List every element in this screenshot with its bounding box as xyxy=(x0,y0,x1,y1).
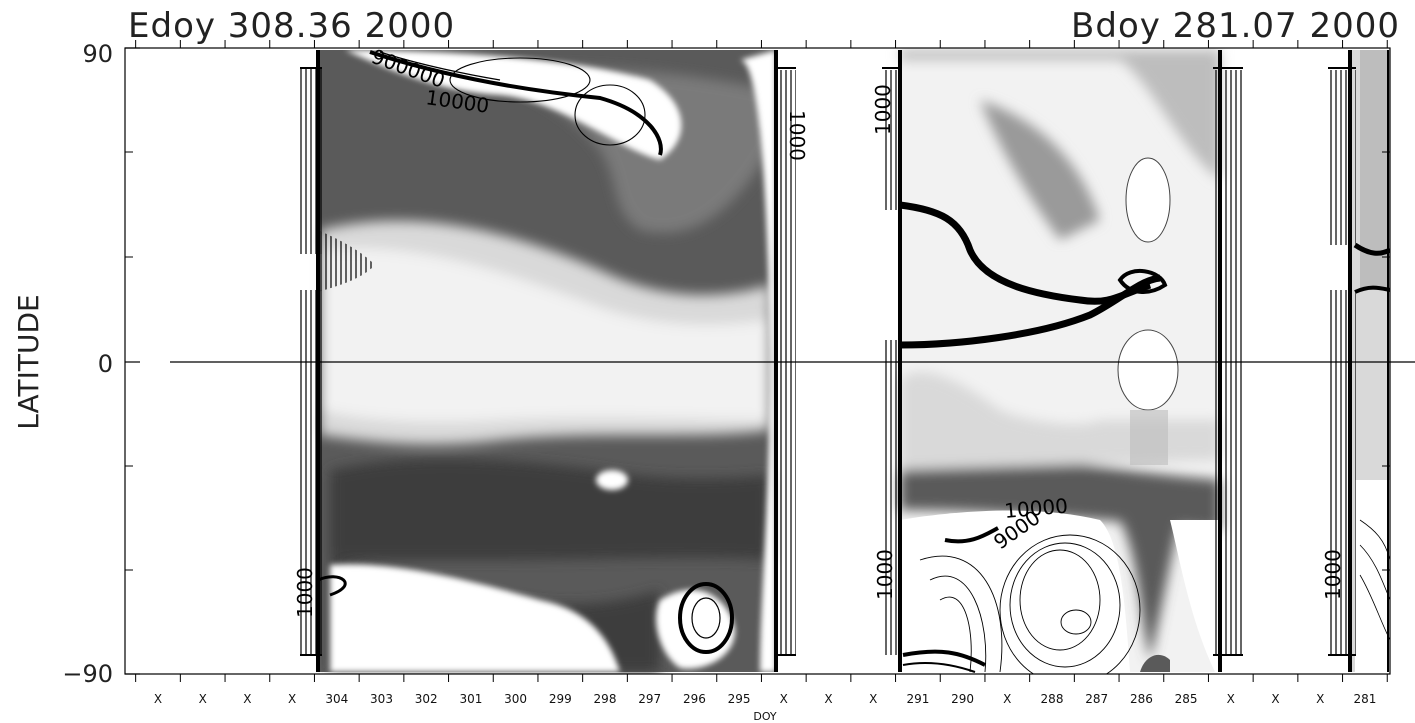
contour-label: 1000 xyxy=(785,110,809,161)
field-block-far-right xyxy=(1350,50,1390,672)
x-tick-label: 304 xyxy=(325,692,348,706)
x-tick-label: X xyxy=(288,692,296,706)
x-axis: X X X X 304 303 302 301 300 299 298 297 296 295 X X X 291… xyxy=(135,40,1388,706)
y-tick-label: 0 xyxy=(98,350,113,378)
x-tick-label: X xyxy=(154,692,162,706)
contour-label: 1000 xyxy=(293,567,317,618)
x-tick-label: 281 xyxy=(1353,692,1376,706)
x-tick-label: 302 xyxy=(415,692,438,706)
y-axis: 90 0 −90 xyxy=(62,40,1390,688)
x-tick-label: X xyxy=(243,692,251,706)
x-tick-label: 303 xyxy=(370,692,393,706)
x-tick-label: X xyxy=(869,692,877,706)
x-tick-label: 288 xyxy=(1041,692,1064,706)
x-tick-label: 285 xyxy=(1175,692,1198,706)
x-tick-label: X xyxy=(1003,692,1011,706)
x-tick-label: X xyxy=(1227,692,1235,706)
y-axis-label: LATITUDE xyxy=(12,294,45,429)
title-right: Bdoy 281.07 2000 xyxy=(1071,6,1400,46)
x-tick-label: 295 xyxy=(728,692,751,706)
x-tick-label: 296 xyxy=(683,692,706,706)
x-tick-label: X xyxy=(824,692,832,706)
x-tick-label: X xyxy=(1316,692,1324,706)
x-tick-label: 300 xyxy=(504,692,527,706)
x-tick-label: 299 xyxy=(549,692,572,706)
y-tick-label: −90 xyxy=(62,660,113,688)
field-block-left xyxy=(317,50,776,672)
x-tick-label: 297 xyxy=(638,692,661,706)
x-tick-label: X xyxy=(780,692,788,706)
plot-frame xyxy=(124,47,1391,675)
x-axis-label: DOY xyxy=(753,710,777,723)
contour-field: 900000 10000 10000 9000 1000 1000 1000 1… xyxy=(293,48,1390,674)
x-tick-label: 286 xyxy=(1130,692,1153,706)
field-block-right xyxy=(898,50,1220,674)
contour-label: 1000 xyxy=(871,84,895,135)
title-left: Edoy 308.36 2000 xyxy=(128,6,455,46)
contour-label: 10000 xyxy=(1003,494,1068,523)
x-tick-label: 301 xyxy=(459,692,482,706)
x-tick-label: 287 xyxy=(1085,692,1108,706)
x-tick-label: 290 xyxy=(951,692,974,706)
x-tick-label: X xyxy=(1271,692,1279,706)
x-tick-label: 291 xyxy=(906,692,929,706)
y-tick-label: 90 xyxy=(82,40,113,68)
contour-label: 1000 xyxy=(873,549,897,600)
x-tick-label: 298 xyxy=(594,692,617,706)
x-tick-label: X xyxy=(199,692,207,706)
contour-label: 1000 xyxy=(1321,549,1345,600)
